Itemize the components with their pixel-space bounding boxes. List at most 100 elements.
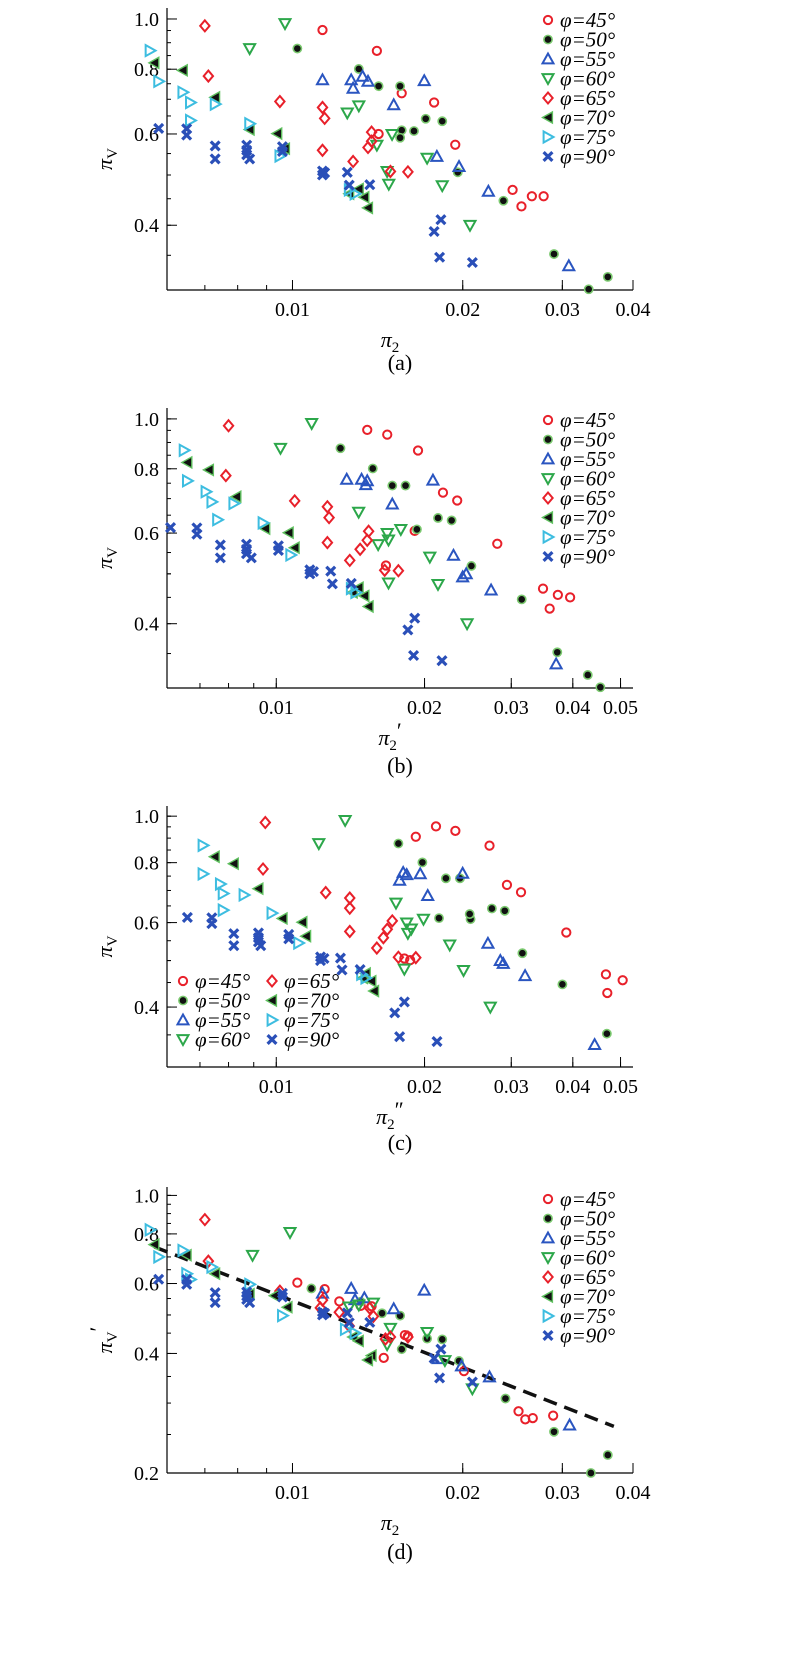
legend-label: φ=75°	[560, 125, 616, 149]
data-point	[435, 180, 450, 194]
data-point	[456, 964, 471, 978]
fit-line	[153, 1245, 615, 1429]
y-tick-label: 0.8	[134, 853, 159, 875]
data-point	[393, 838, 404, 849]
series-3	[392, 864, 602, 1051]
data-point	[273, 94, 286, 109]
data-point	[144, 43, 158, 58]
data-point	[602, 271, 613, 282]
data-point	[527, 1412, 538, 1424]
legend-label: φ=45°	[560, 8, 616, 32]
series-2	[393, 838, 612, 1039]
data-point	[381, 922, 394, 937]
data-point	[381, 534, 396, 548]
data-point	[484, 840, 495, 851]
data-point	[409, 126, 419, 136]
data-point	[360, 73, 376, 87]
data-point	[378, 563, 391, 578]
data-point	[228, 940, 240, 952]
data-point	[364, 179, 376, 191]
data-point	[446, 547, 461, 561]
data-point	[435, 1343, 447, 1355]
legend-marker	[542, 1193, 554, 1205]
chart-panel-a: 0.01 0.02 0.03 0.040.40.60.81.0π2πV(a)φ=45°…	[92, 8, 651, 375]
data-point	[499, 905, 510, 916]
legend-marker	[542, 1329, 554, 1342]
data-point	[462, 219, 478, 233]
data-point	[307, 566, 320, 578]
data-point	[217, 886, 231, 901]
data-point	[181, 473, 195, 489]
data-point	[552, 589, 563, 601]
data-point	[455, 865, 470, 879]
data-point	[153, 1273, 165, 1285]
data-point	[343, 553, 356, 568]
data-point	[351, 1299, 367, 1313]
data-point	[200, 484, 214, 499]
data-point	[379, 1331, 392, 1347]
data-point	[513, 1406, 524, 1417]
series-6	[147, 56, 374, 215]
data-point	[498, 195, 509, 206]
data-point	[334, 952, 346, 964]
data-point	[617, 975, 628, 986]
legend-marker	[175, 1012, 191, 1026]
data-point	[459, 618, 475, 632]
y-tick-label: 0.6	[134, 523, 159, 545]
legend-label: φ=65°	[560, 86, 616, 110]
x-tick-label: 0.02	[407, 1076, 442, 1098]
data-point	[481, 183, 496, 197]
series-4	[245, 1226, 480, 1397]
y-tick-label: 0.6	[134, 913, 159, 935]
data-point	[317, 24, 328, 36]
data-point	[435, 214, 447, 226]
data-point	[345, 577, 357, 589]
data-point	[318, 111, 331, 126]
y-tick-label: 1.0	[134, 806, 159, 828]
data-point	[380, 528, 395, 542]
data-point	[430, 578, 446, 592]
data-point	[428, 225, 440, 238]
data-point	[377, 1308, 387, 1319]
y-tick-label: 0.4	[134, 1343, 159, 1365]
data-point	[544, 603, 555, 614]
legend-label: φ=60°	[560, 1246, 616, 1270]
data-point	[343, 179, 355, 191]
data-point	[209, 1297, 221, 1309]
x-tick-label: 0.02	[445, 299, 480, 321]
data-point	[380, 560, 392, 571]
data-point	[516, 594, 527, 605]
data-point	[464, 909, 475, 920]
data-point	[270, 126, 283, 141]
data-point	[209, 153, 221, 165]
x-tick-label: 0.01	[259, 1076, 294, 1098]
data-point	[436, 655, 448, 667]
x-tick-label: 0.03	[494, 1076, 529, 1098]
data-point	[362, 140, 374, 155]
data-point	[354, 542, 367, 557]
data-point	[343, 72, 359, 86]
data-point	[437, 1355, 453, 1369]
data-point	[191, 528, 203, 540]
legend-label: φ=55°	[560, 447, 616, 471]
y-tick-label: 0.8	[134, 459, 159, 481]
data-point	[367, 984, 380, 998]
data-point	[486, 903, 497, 914]
data-point	[466, 1376, 478, 1388]
legend-marker	[541, 510, 554, 525]
data-point	[483, 1001, 498, 1015]
x-tick-label: 0.01	[275, 1482, 310, 1504]
series-2	[335, 443, 606, 693]
data-point	[147, 56, 160, 70]
data-point	[273, 442, 288, 456]
y-tick-label: 0.4	[134, 997, 159, 1019]
data-point	[277, 18, 293, 32]
legend-label: φ=70°	[560, 506, 616, 530]
data-point	[180, 455, 193, 470]
data-point	[395, 132, 406, 143]
data-point	[288, 493, 301, 508]
data-point	[319, 885, 332, 900]
legend-marker	[265, 993, 278, 1008]
data-point	[377, 930, 390, 945]
data-point	[373, 81, 384, 92]
